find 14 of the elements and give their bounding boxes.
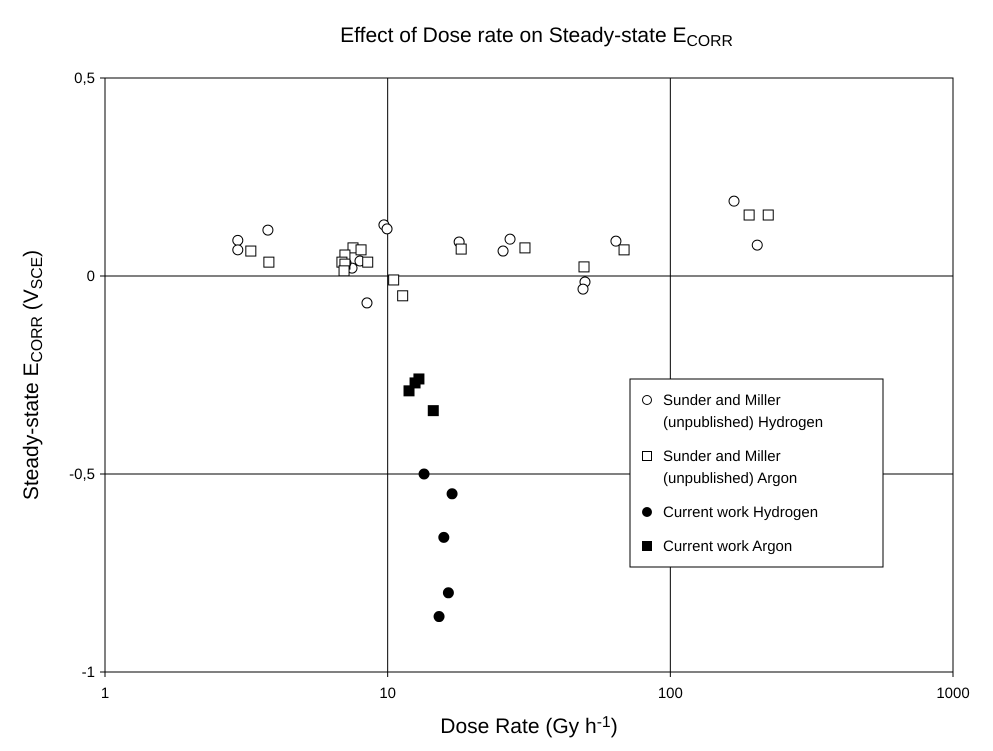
legend-label: Current work Hydrogen — [663, 504, 818, 521]
x-tick-label: 100 — [658, 685, 683, 702]
x-tick-label: 1 — [100, 685, 110, 702]
y-tick-label: 0,5 — [74, 70, 95, 87]
y-tick-label: -0,5 — [69, 466, 95, 483]
legend-label: Sunder and Miller (unpublished) Hydrogen — [663, 392, 824, 431]
legend-label: Sunder and Miller (unpublished) Argon — [663, 448, 798, 487]
x-tick-label: 10 — [379, 685, 396, 702]
x-tick-label: 1000 — [936, 685, 970, 702]
chart-title: Effect of Dose rate on Steady-state E$_{CORR}$ — [340, 24, 733, 50]
x-axis-title: Dose Rate (Gy h$^{-1}$) — [440, 714, 618, 738]
legend-label: Current work Argon — [663, 538, 792, 555]
y-tick-label: 0 — [86, 268, 95, 285]
y-tick-label: -1 — [82, 664, 95, 681]
